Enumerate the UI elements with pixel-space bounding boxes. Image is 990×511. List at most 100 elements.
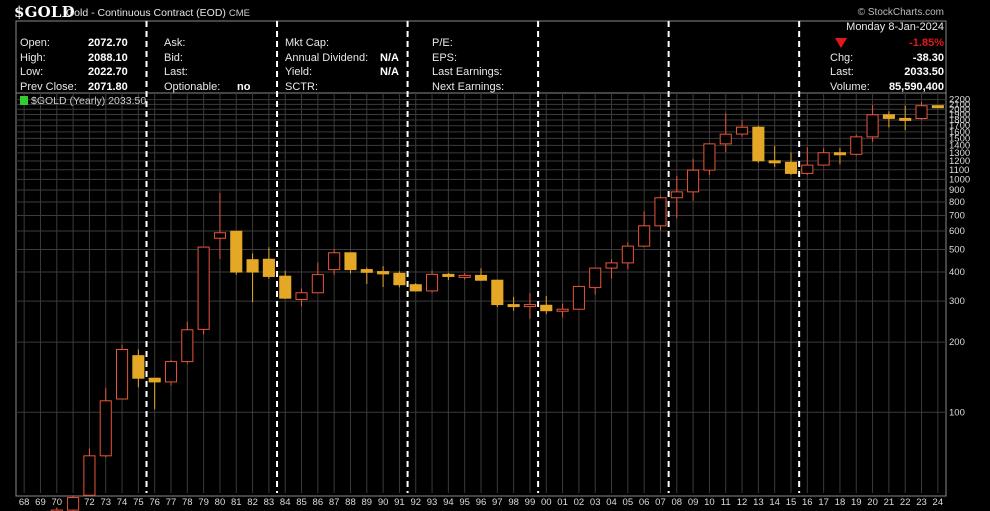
x-tick-label: 21 [884,497,895,508]
x-tick-label: 69 [35,497,46,508]
y-tick-label: 500 [949,244,965,255]
volume-label: Volume: [830,80,870,93]
candle-body [262,258,275,277]
quote-date: Monday 8-Jan-2024 [846,21,944,33]
y-tick-label: 1500 [949,133,970,144]
candle-body [67,497,80,511]
x-tick-label: 81 [231,497,242,508]
candle-body [246,259,259,273]
candle-body [540,304,553,312]
legend-label: $GOLD (Yearly) 2033.50 [31,95,147,107]
low-label: Low: [20,66,44,78]
candle-body [181,329,194,363]
candle-body [164,361,178,383]
candle-body [328,252,341,271]
candle-body [638,225,651,247]
candle-body [768,160,781,164]
x-tick-label: 98 [508,497,519,508]
x-tick-label: 08 [672,497,683,508]
y-tick-label: 1800 [949,115,970,126]
volume-value: 85,590,400 [888,80,944,93]
open-value: 2072.70 [88,37,128,49]
candle-body [279,275,292,299]
bid-label: Bid: [164,51,183,64]
candle-body [736,126,749,135]
x-tick-label: 20 [867,497,878,508]
candle-body [572,285,585,310]
candle-body [687,169,700,193]
info-right: -1.85% Chg: -38.30 Last: 2033.50 Volume:… [830,36,944,94]
candle-body [507,304,520,308]
x-tick-label: 10 [704,497,715,508]
eps-label: EPS: [432,51,458,64]
x-tick-label: 07 [655,497,666,508]
change-percent: -1.85% [909,37,944,49]
y-tick-label: 1000 [949,174,970,185]
candle-body [899,117,912,121]
candle-body [409,284,422,292]
y-tick-label: 2000 [949,104,970,115]
x-tick-label: 70 [52,497,63,508]
yield-value: N/A [380,66,399,78]
candle-body [458,274,471,278]
x-tick-label: 88 [345,497,356,508]
optionable-label: Optionable: [164,80,221,93]
candle-body [589,267,602,289]
x-tick-label: 15 [786,497,797,508]
optionable-value: no [237,80,251,93]
high-value: 2088.10 [88,51,128,64]
candle-body [197,246,210,330]
last-price-label: Last: [830,66,854,78]
down-arrow-icon [835,38,847,48]
y-tick-label: 1400 [949,140,970,151]
x-tick-label: 87 [329,497,340,508]
candle-body [719,133,732,145]
candle-body [654,197,667,227]
x-tick-label: 80 [215,497,226,508]
candle-body [83,455,96,496]
prev-close-label: Prev Close: [20,80,77,93]
ask-label: Ask: [164,37,186,49]
x-tick-label: 82 [247,497,258,508]
description-text: Gold - Continuous Contract (EOD) [66,7,226,19]
x-tick-label: 89 [362,497,373,508]
candle-body [377,271,390,275]
x-tick-label: 93 [427,497,438,508]
info-col-2: Ask: Bid: Last: Optionable: no [164,36,274,94]
x-tick-label: 86 [313,497,324,508]
x-tick-label: 24 [933,497,944,508]
x-tick-label: 11 [721,497,731,508]
x-tick-label: 83 [264,497,275,508]
x-tick-label: 74 [117,497,128,508]
y-tick-label: 300 [949,296,965,307]
yield-label: Yield: [285,66,313,78]
x-tick-label: 18 [835,497,846,508]
chg-value: -38.30 [912,51,944,64]
x-tick-label: 05 [623,497,634,508]
y-tick-label: 1600 [949,127,970,138]
annual-dividend-label: Annual Dividend: [285,51,369,64]
candle-body [670,191,683,199]
x-tick-label: 72 [84,497,95,508]
x-tick-label: 14 [769,497,780,508]
symbol-title: $GOLD [14,3,75,21]
x-tick-label: 76 [149,497,160,508]
x-tick-label: 77 [166,497,177,508]
y-tick-label: 100 [949,407,965,418]
x-tick-label: 78 [182,497,193,508]
y-tick-label: 600 [949,226,965,237]
x-tick-label: 97 [492,497,503,508]
x-tick-label: 22 [900,497,911,508]
plot-frame [15,20,947,497]
prev-close-value: 2071.80 [88,80,128,93]
x-tick-label: 01 [557,497,568,508]
x-tick-label: 91 [394,497,405,508]
x-tick-label: 16 [802,497,813,508]
y-tick-label: 2100 [949,99,970,110]
mkt-cap-label: Mkt Cap: [285,37,330,49]
candle-body [703,143,716,171]
candle-body [523,304,536,308]
x-tick-label: 17 [818,497,829,508]
x-tick-label: 13 [753,497,764,508]
